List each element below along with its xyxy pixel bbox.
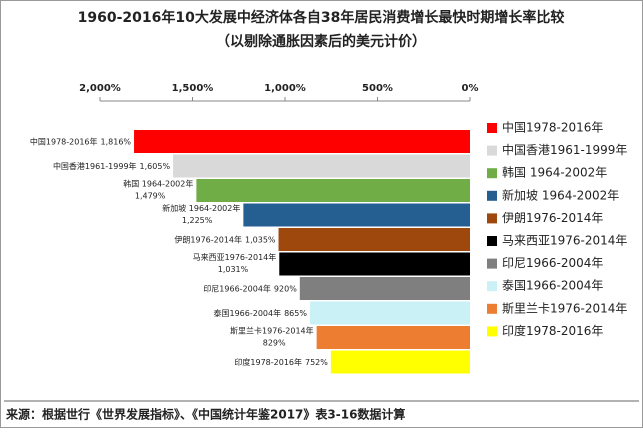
x-tick-label: 0% [462, 83, 479, 94]
bar-category-label: 中国1978-2016年 [30, 136, 98, 146]
x-tick-label: 1,000% [264, 83, 306, 94]
legend-swatch [487, 258, 497, 269]
bar-category-label: 伊朗1976-2014年 [174, 234, 242, 244]
legend-label: 韩国 1964-2002年 [502, 165, 607, 180]
legend-swatch [487, 326, 497, 337]
legend-swatch [487, 190, 497, 201]
bar-label: 中国香港1961-1999年 1,605% [53, 161, 171, 171]
legend-swatch [487, 145, 497, 156]
legend-swatch [487, 213, 497, 224]
legend-label: 印尼1966-2004年 [502, 256, 603, 270]
value-label: 1,031% [218, 265, 249, 274]
legend-label: 印度1978-2016年 [502, 323, 603, 338]
bar-category-label: 印尼1966-2004年 [203, 283, 271, 293]
bar [196, 179, 470, 202]
bar-category-label: 斯里兰卡1976-2014年 [230, 326, 314, 336]
bar [134, 130, 471, 153]
bar-label: 中国1978-2016年 1,816% [30, 136, 132, 146]
bar-label: 印度1978-2016年 752% [234, 357, 328, 367]
bar [309, 301, 470, 325]
value-label: 1,816% [101, 137, 132, 146]
legend-label: 斯里兰卡1976-2014年 [502, 301, 627, 315]
x-tick-label: 1,500% [172, 83, 214, 94]
bar-category-label: 泰国1966-2004年 [213, 308, 281, 318]
bar-category-label: 韩国 1964-2002年 [123, 179, 193, 189]
legend-swatch [487, 168, 497, 179]
bar-category-label: 印度1978-2016年 [234, 357, 302, 367]
bar [316, 326, 470, 349]
bar [299, 277, 470, 300]
bar [243, 203, 470, 227]
legend-label: 中国1978-2016年 [502, 120, 603, 135]
chart-subtitle: （以剔除通胀因素后的美元计价） [216, 33, 426, 50]
value-label: 920% [274, 284, 297, 293]
value-label: 829% [263, 339, 286, 348]
value-label: 865% [284, 309, 307, 318]
bar-category-label: 中国香港1961-1999年 [53, 161, 137, 171]
legend-swatch [487, 303, 497, 314]
value-label: 1,225% [182, 216, 213, 225]
bar [330, 350, 470, 374]
bar-label: 印尼1966-2004年 920% [203, 283, 297, 293]
legend-label: 泰国1966-2004年 [502, 279, 603, 293]
legend-swatch [487, 236, 497, 246]
legend-label: 新加坡 1964-2002年 [502, 187, 619, 202]
legend-label: 伊朗1976-2014年 [502, 211, 603, 225]
bar [279, 252, 470, 276]
value-label: 1,035% [245, 235, 276, 244]
x-tick-label: 2,000% [79, 83, 121, 94]
legend-swatch [487, 281, 497, 292]
bar [278, 228, 470, 251]
bar-label: 泰国1966-2004年 865% [213, 308, 307, 318]
bar-label: 伊朗1976-2014年 1,035% [174, 234, 276, 244]
x-tick-label: 500% [362, 83, 393, 94]
value-label: 1,479% [135, 192, 166, 201]
legend-label: 马来西亚1976-2014年 [502, 234, 627, 248]
bar-category-label: 马来西亚1976-2014年 [193, 252, 277, 262]
source: 来源：根据世行《世界发展指标》、《中国统计年鉴2017》表3-16数据计算 [5, 407, 405, 422]
chart-title: 1960-2016年10大发展中经济体各自38年居民消费增长最快时期增长率比较 [78, 9, 565, 26]
legend-label: 中国香港1961-1999年 [502, 142, 627, 157]
value-label: 752% [305, 358, 328, 367]
value-label: 1,605% [140, 162, 171, 171]
legend-swatch [487, 123, 497, 133]
bar-category-label: 新加坡 1964-2002年 [162, 203, 240, 213]
bar [173, 154, 470, 178]
